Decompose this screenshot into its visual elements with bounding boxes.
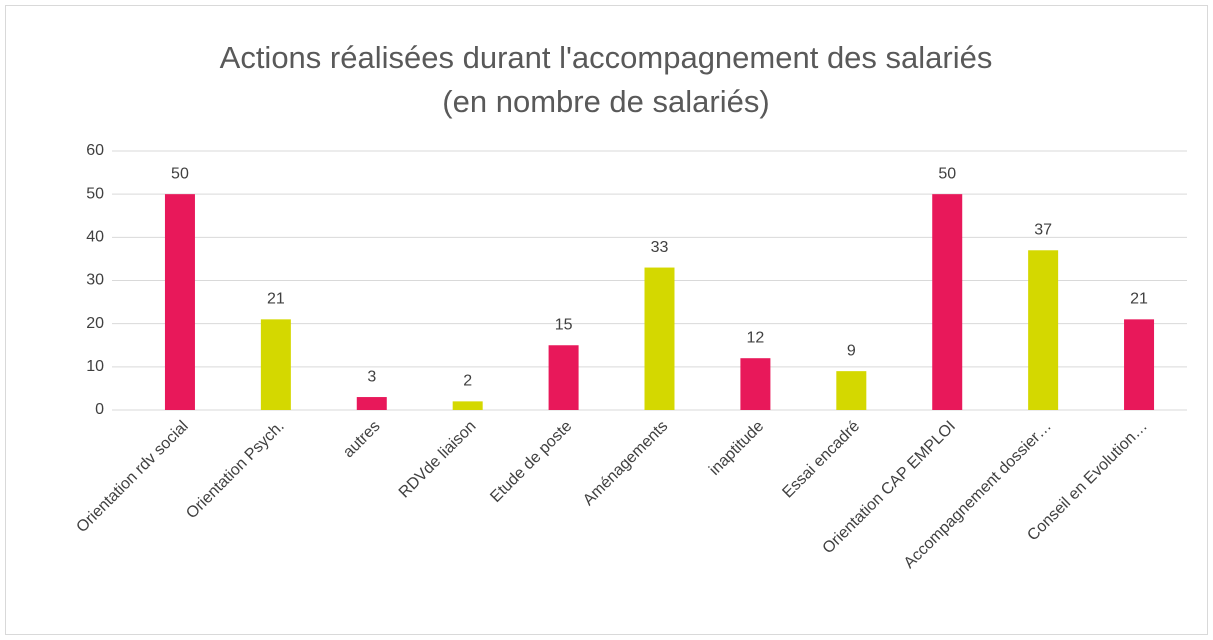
bar <box>356 397 387 410</box>
x-tick-label: inaptitude <box>706 418 767 479</box>
x-tick-label: RDVde liaison <box>396 418 480 502</box>
bar <box>548 345 579 410</box>
data-label: 3 <box>367 368 376 385</box>
bar <box>932 194 963 410</box>
y-tick-label: 50 <box>86 185 104 202</box>
data-label: 2 <box>463 373 472 390</box>
data-label: 12 <box>747 329 765 346</box>
data-label: 21 <box>1130 291 1148 308</box>
data-label: 15 <box>555 316 573 333</box>
y-tick-label: 20 <box>86 315 104 332</box>
data-label: 50 <box>171 165 189 182</box>
y-tick-label: 60 <box>86 142 104 159</box>
bar <box>1028 250 1059 410</box>
bar <box>452 401 483 410</box>
y-tick-label: 40 <box>86 229 104 246</box>
y-tick-label: 10 <box>86 358 104 375</box>
y-tick-label: 0 <box>95 401 104 418</box>
y-tick-label: 30 <box>86 272 104 289</box>
bar <box>836 371 867 410</box>
x-tick-label: Orientation rdv social <box>73 418 191 536</box>
x-tick-label: autres <box>340 418 383 461</box>
x-tick-label: Orientation Psych. <box>183 418 287 522</box>
x-tick-label: Essai encadré <box>779 418 863 502</box>
x-tick-label: Aménagements <box>580 418 671 509</box>
data-label: 33 <box>651 239 669 256</box>
bar <box>1124 319 1155 410</box>
data-label: 50 <box>938 165 956 182</box>
data-label: 37 <box>1034 222 1052 239</box>
bar <box>260 319 291 410</box>
bar <box>740 358 771 410</box>
x-tick-label: Etude de poste <box>487 418 575 506</box>
bar <box>164 194 195 410</box>
data-label: 9 <box>847 342 856 359</box>
bar <box>644 267 675 410</box>
chart-border <box>5 5 1208 635</box>
chart-title: Actions réalisées durant l'accompagnemen… <box>219 40 993 119</box>
data-label: 21 <box>267 291 285 308</box>
